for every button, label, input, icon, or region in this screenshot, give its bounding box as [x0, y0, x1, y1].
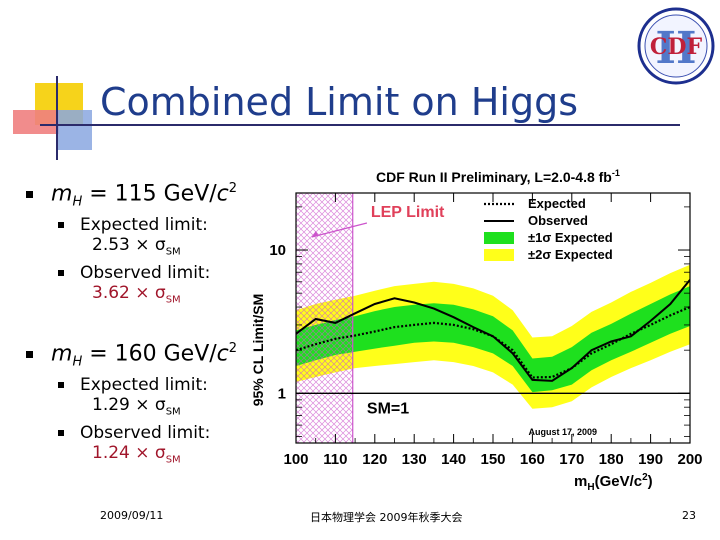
lep-arrow-head [311, 231, 319, 237]
bullet-marker [58, 222, 64, 228]
mass-subscript: H [72, 354, 83, 370]
lep-arrow-shaft [311, 222, 368, 238]
higgs-limit-chart: CDF Run II Preliminary, L=2.0-4.8 fb-1 9… [250, 168, 703, 493]
legend-label-3: ±2σ Expected [528, 247, 613, 262]
mass-symbol: m [51, 181, 73, 207]
limit-heading: Observed limit: [80, 423, 211, 443]
x-tick-label-200: 200 [677, 451, 702, 468]
speed-of-light: c [216, 181, 229, 207]
chart-legend: Expected Observed ±1σ Expected ±2σ Expected [484, 196, 613, 262]
x-tick-label-180: 180 [599, 451, 624, 468]
limit-value: 3.62 × σ [92, 283, 166, 303]
mass-superscript: 2 [228, 181, 238, 196]
bullet-marker [58, 430, 64, 436]
title-decoration-vline [56, 76, 58, 160]
title-underline [40, 124, 680, 126]
x-tick-label-160: 160 [520, 451, 545, 468]
cdf-logo-text: CDF [650, 34, 703, 60]
expected-limit-160: Expected limit: 1.29 × σSM [58, 375, 240, 422]
title-decoration-blue [58, 110, 92, 150]
bullet-marker [26, 190, 33, 198]
one-sigma-band [296, 286, 690, 393]
footer-event: 日本物理学会 2009年秋季大会 [310, 511, 463, 524]
x-tick-label-110: 110 [323, 451, 347, 468]
observed-limit-160: Observed limit: 1.24 × σSM [58, 423, 240, 470]
chart-date-label: August 17, 2009 [528, 427, 597, 437]
y-tick-label-10: 10 [269, 242, 286, 259]
mass-symbol: m [51, 341, 73, 367]
cdf-logo-numeral: II [655, 23, 696, 74]
limit-subscript: SM [165, 246, 181, 258]
legend-label-0: Expected [528, 196, 586, 211]
legend-label-2: ±1σ Expected [528, 230, 613, 245]
slide-title: Combined Limit on Higgs [100, 80, 579, 124]
speed-of-light: c [216, 341, 229, 367]
x-tick-label-100: 100 [283, 451, 308, 468]
limit-subscript: SM [165, 294, 181, 306]
limit-subscript: SM [165, 454, 181, 466]
bullet-mass-160: mH = 160 GeV/c2 [26, 341, 237, 370]
y-axis-label: 95% CL Limit/SM [250, 294, 266, 407]
x-tick-label-140: 140 [441, 451, 466, 468]
expected-limit-115: Expected limit: 2.53 × σSM [58, 215, 240, 262]
title-decoration-red [13, 110, 59, 134]
bullet-marker [58, 382, 64, 388]
chart-title: CDF Run II Preliminary, L=2.0-4.8 fb-1 [376, 168, 620, 185]
limit-value: 1.24 × σ [92, 443, 166, 463]
observed-limit-115: Observed limit: 3.62 × σSM [58, 263, 240, 310]
sm-label: SM=1 [367, 400, 409, 417]
x-axis-label: mH(GeV/c2) [574, 472, 653, 493]
cdf-logo: II CDF [637, 7, 715, 85]
plot-area: 100 110 120 130 140 150 160 170 180 190 200 10 1 LEP … [269, 192, 703, 468]
mass-value: = 115 GeV/ [82, 181, 217, 207]
legend-swatch-yellow [484, 249, 514, 261]
legend-label-1: Observed [528, 213, 588, 228]
plot-inner [296, 193, 690, 443]
bullet-marker [26, 350, 33, 358]
bullet-mass-115: mH = 115 GeV/c2 [26, 181, 237, 210]
x-tick-label-130: 130 [402, 451, 427, 468]
limit-heading: Observed limit: [80, 263, 211, 283]
observed-limit-line [296, 279, 690, 382]
limit-value: 2.53 × σ [92, 235, 166, 255]
footer-date: 2009/09/11 [100, 509, 164, 522]
legend-swatch-green [484, 232, 514, 244]
mass-superscript: 2 [228, 341, 238, 356]
mass-subscript: H [72, 194, 83, 210]
y-tick-label-1: 1 [278, 385, 286, 402]
lep-limit-label: LEP Limit [371, 204, 445, 221]
x-tick-label-120: 120 [362, 451, 387, 468]
limit-heading: Expected limit: [80, 215, 208, 235]
limit-subscript: SM [165, 406, 181, 418]
limit-heading: Expected limit: [80, 375, 208, 395]
bullet-marker [58, 270, 64, 276]
limit-value: 1.29 × σ [92, 395, 166, 415]
x-tick-label-170: 170 [559, 451, 584, 468]
mass-value: = 160 GeV/ [82, 341, 217, 367]
page-number: 23 [682, 509, 696, 522]
x-tick-label-190: 190 [638, 451, 663, 468]
x-tick-label-150: 150 [480, 451, 505, 468]
